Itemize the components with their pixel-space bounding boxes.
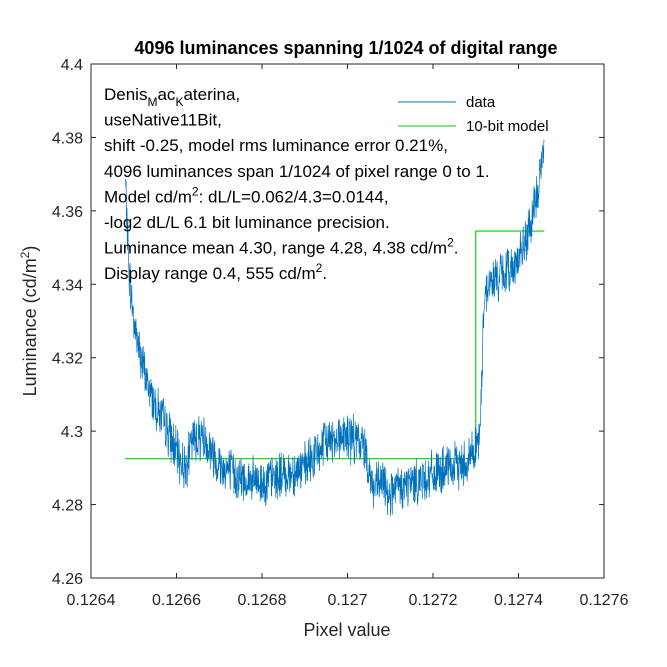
x-tick-label: 0.1268 xyxy=(238,592,287,609)
annotation-block: DenisMacKaterina, useNative11Bit, shift -0… xyxy=(104,85,490,283)
x-tick-label: 0.1266 xyxy=(152,592,201,609)
y-tick-label: 4.28 xyxy=(52,498,83,515)
x-tick-label: 0.1264 xyxy=(67,592,116,609)
x-tick-label: 0.1274 xyxy=(494,592,543,609)
annotation-line: 4096 luminances span 1/1024 of pixel ran… xyxy=(104,162,490,181)
plot-area xyxy=(91,64,604,578)
legend: data 10-bit model xyxy=(398,94,549,135)
annotation-line: Model cd/m2: dL/L=0.062/4.3=0.0144, xyxy=(104,184,389,206)
annotation-line: Luminance mean 4.30, range 4.28, 4.38 cd… xyxy=(104,236,458,258)
legend-label: 10-bit model xyxy=(466,118,549,135)
y-tick-label: 4.34 xyxy=(52,277,83,294)
series-layer xyxy=(124,139,545,516)
legend-label: data xyxy=(466,94,496,111)
x-tick-label: 0.1276 xyxy=(580,592,629,609)
annotation-line: Display range 0.4, 555 cd/m2. xyxy=(104,261,327,283)
annotation-line: shift -0.25, model rms luminance error 0… xyxy=(104,136,448,155)
axis-ticks: 0.1264 0.1266 0.1268 0.127 0.1272 0.1274 0.127… xyxy=(52,57,629,609)
x-axis-label: Pixel value xyxy=(303,620,390,640)
y-tick-label: 4.26 xyxy=(52,571,83,588)
annotation-line: -log2 dL/L 6.1 bit luminance precision. xyxy=(104,213,390,232)
x-tick-label: 0.1272 xyxy=(409,592,458,609)
series-line-data xyxy=(124,139,545,516)
y-tick-label: 4.38 xyxy=(52,130,83,147)
y-tick-label: 4.3 xyxy=(61,424,83,441)
y-tick-label: 4.36 xyxy=(52,204,83,221)
y-axis-label: Luminance (cd/m2) xyxy=(18,246,40,397)
plot-frame xyxy=(90,63,605,579)
y-tick-label: 4.32 xyxy=(52,351,83,368)
annotation-line: useNative11Bit, xyxy=(104,111,222,130)
x-tick-label: 0.127 xyxy=(327,592,367,609)
annotation-line: DenisMacKaterina, xyxy=(104,85,240,109)
chart-title: 4096 luminances spanning 1/1024 of digit… xyxy=(134,38,557,58)
y-tick-label: 4.4 xyxy=(61,57,83,74)
